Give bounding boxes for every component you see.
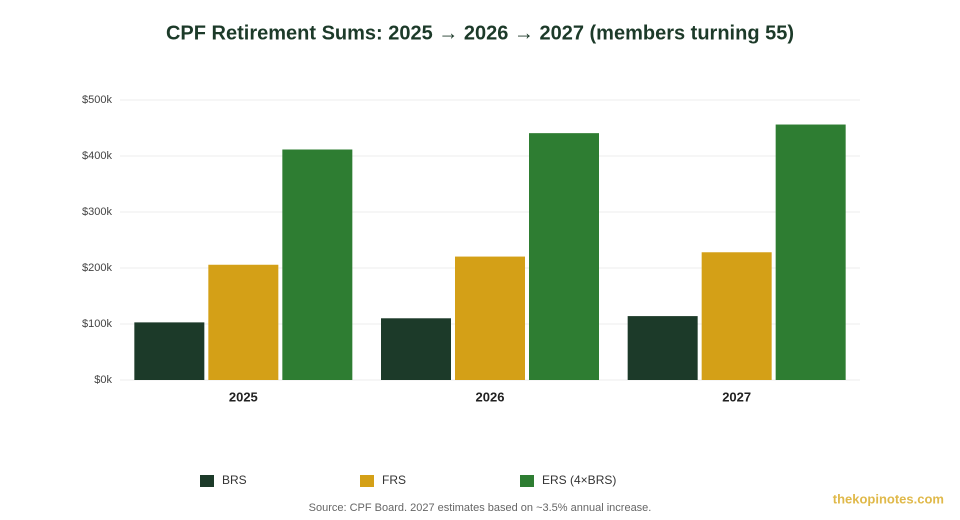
y-tick-label: $200k bbox=[82, 262, 112, 274]
legend-label: ERS (4×BRS) bbox=[542, 473, 616, 487]
x-tick-label: 2026 bbox=[476, 389, 505, 404]
y-tick-label: $400k bbox=[82, 150, 112, 162]
x-tick-label: 2025 bbox=[229, 389, 258, 404]
bar bbox=[775, 124, 846, 380]
bar bbox=[134, 322, 205, 380]
legend-label: BRS bbox=[222, 473, 247, 487]
y-tick-label: $500k bbox=[82, 94, 112, 106]
legend-swatch bbox=[360, 475, 374, 487]
legend-label: FRS bbox=[382, 473, 406, 487]
watermark: thekopinotes.com bbox=[833, 491, 944, 506]
bar bbox=[208, 264, 279, 380]
bar bbox=[282, 149, 353, 380]
y-tick-label: $100k bbox=[82, 318, 112, 330]
bar bbox=[627, 316, 698, 380]
x-tick-label: 2027 bbox=[722, 389, 751, 404]
chart-title: CPF Retirement Sums: 2025 → 2026 → 2027 … bbox=[166, 22, 794, 44]
bar bbox=[701, 252, 772, 380]
bar bbox=[529, 133, 599, 380]
y-tick-label: $0k bbox=[94, 374, 112, 386]
y-tick-label: $300k bbox=[82, 206, 112, 218]
source-note: Source: CPF Board. 2027 estimates based … bbox=[309, 502, 652, 514]
legend-swatch bbox=[520, 475, 534, 487]
legend-swatch bbox=[200, 475, 214, 487]
bar bbox=[455, 256, 525, 380]
bar bbox=[381, 318, 451, 380]
